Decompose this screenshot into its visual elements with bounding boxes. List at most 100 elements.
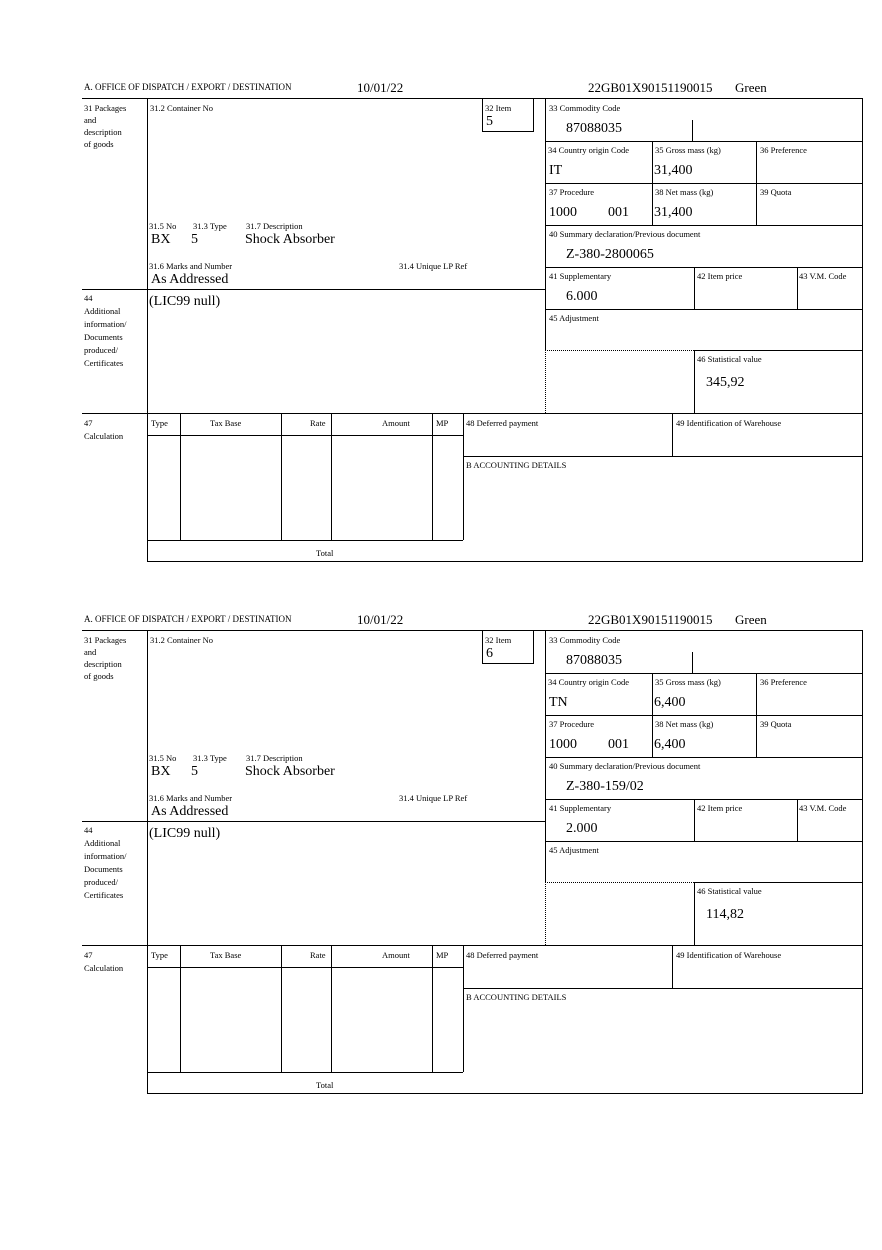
box44-label: 44 Additional information/ Documents pro… bbox=[84, 293, 127, 368]
divider bbox=[545, 882, 694, 883]
divider bbox=[147, 1072, 463, 1073]
item-value: 6 bbox=[486, 646, 493, 661]
divider bbox=[180, 413, 181, 540]
divider bbox=[652, 673, 653, 757]
gross-mass-label: 35 Gross mass (kg) bbox=[655, 677, 721, 687]
unique-ref-label: 31.4 Unique LP Ref bbox=[399, 261, 468, 271]
unique-ref-label: 31.4 Unique LP Ref bbox=[399, 793, 468, 803]
label-line: description bbox=[84, 127, 122, 137]
label-line: 47 bbox=[84, 950, 93, 960]
declaration-item-form: A. OFFICE OF DISPATCH / EXPORT / DESTINA… bbox=[0, 532, 882, 1094]
route: Green bbox=[735, 612, 767, 627]
calc-col-amount: Amount bbox=[382, 950, 410, 960]
country-origin-label: 34 Country origin Code bbox=[548, 145, 629, 155]
quota-label: 39 Quota bbox=[760, 719, 792, 729]
divider bbox=[545, 715, 862, 716]
label-line: 31 Packages bbox=[84, 103, 127, 113]
divider bbox=[82, 630, 863, 631]
statistical-value: 114,82 bbox=[706, 907, 744, 922]
net-mass-label: 38 Net mass (kg) bbox=[655, 719, 714, 729]
divider bbox=[463, 456, 862, 457]
supplementary-value: 2.000 bbox=[566, 821, 598, 836]
previous-document-value: Z-380-159/02 bbox=[566, 779, 644, 794]
divider bbox=[694, 799, 695, 841]
divider bbox=[331, 945, 332, 1072]
divider bbox=[545, 350, 546, 413]
divider bbox=[463, 988, 862, 989]
description-value: Shock Absorber bbox=[245, 764, 335, 779]
supplementary-label: 41 Supplementary bbox=[549, 803, 612, 813]
divider bbox=[463, 413, 464, 540]
label-line: Additional bbox=[84, 306, 121, 316]
pkg-type-value: 5 bbox=[191, 232, 198, 247]
label-line: Certificates bbox=[84, 890, 124, 900]
divider bbox=[545, 350, 694, 351]
divider bbox=[147, 630, 148, 1093]
label-line: 47 bbox=[84, 418, 93, 428]
divider bbox=[545, 673, 862, 674]
label-line: and bbox=[84, 647, 97, 657]
label-line: and bbox=[84, 115, 97, 125]
procedure-value: 1000 bbox=[549, 205, 577, 220]
divider bbox=[545, 882, 546, 945]
divider bbox=[672, 413, 673, 456]
box47-label: 47 Calculation bbox=[84, 950, 123, 973]
procedure-label: 37 Procedure bbox=[549, 187, 595, 197]
total-label: Total bbox=[316, 1080, 334, 1090]
preference-label: 36 Preference bbox=[760, 145, 807, 155]
description-label: 31.7 Description bbox=[246, 221, 303, 231]
pkg-no-value: BX bbox=[151, 764, 171, 779]
divider bbox=[147, 561, 863, 562]
commodity-value: 87088035 bbox=[566, 653, 622, 668]
pkg-type-label: 31.3 Type bbox=[193, 753, 227, 763]
divider bbox=[147, 435, 463, 436]
divider bbox=[545, 841, 862, 842]
supplementary-value: 6.000 bbox=[566, 289, 598, 304]
divider bbox=[694, 350, 862, 351]
box31-label: 31 Packages and description of goods bbox=[84, 635, 126, 681]
calc-col-rate: Rate bbox=[310, 418, 326, 428]
divider bbox=[694, 882, 862, 883]
divider bbox=[694, 350, 695, 413]
divider bbox=[482, 98, 483, 131]
divider bbox=[82, 289, 546, 290]
calc-col-amount: Amount bbox=[382, 418, 410, 428]
label-line: information/ bbox=[84, 851, 127, 861]
divider bbox=[463, 945, 464, 1072]
label-line: of goods bbox=[84, 139, 114, 149]
gross-mass-value: 31,400 bbox=[654, 163, 693, 178]
pkg-no-label: 31.5 No bbox=[149, 753, 177, 763]
divider bbox=[545, 630, 546, 882]
divider bbox=[281, 945, 282, 1072]
label-line: Documents bbox=[84, 864, 123, 874]
divider bbox=[545, 309, 862, 310]
marks-label: 31.6 Marks and Number bbox=[149, 793, 233, 803]
country-origin-value: TN bbox=[549, 695, 568, 710]
commodity-value: 87088035 bbox=[566, 121, 622, 136]
divider bbox=[545, 141, 862, 142]
item-value: 5 bbox=[486, 114, 493, 129]
date: 10/01/22 bbox=[357, 612, 404, 627]
supplementary-label: 41 Supplementary bbox=[549, 271, 612, 281]
divider bbox=[692, 652, 693, 673]
label-line: produced/ bbox=[84, 877, 118, 887]
label-line: Certificates bbox=[84, 358, 124, 368]
divider bbox=[432, 945, 433, 1072]
office-label: A. OFFICE OF DISPATCH / EXPORT / DESTINA… bbox=[84, 614, 292, 624]
divider bbox=[797, 267, 798, 309]
item-label: 32 Item bbox=[485, 103, 512, 113]
label-line: produced/ bbox=[84, 345, 118, 355]
net-mass-value: 31,400 bbox=[654, 205, 693, 220]
divider bbox=[797, 799, 798, 841]
label-line: Documents bbox=[84, 332, 123, 342]
procedure-label: 37 Procedure bbox=[549, 719, 595, 729]
divider bbox=[533, 630, 534, 663]
marks-label: 31.6 Marks and Number bbox=[149, 261, 233, 271]
divider bbox=[82, 98, 863, 99]
label-line: 31 Packages bbox=[84, 635, 127, 645]
label-line: Calculation bbox=[84, 431, 124, 441]
label-line: of goods bbox=[84, 671, 114, 681]
commodity-label: 33 Commodity Code bbox=[549, 103, 621, 113]
label-line: Additional bbox=[84, 838, 121, 848]
gross-mass-label: 35 Gross mass (kg) bbox=[655, 145, 721, 155]
